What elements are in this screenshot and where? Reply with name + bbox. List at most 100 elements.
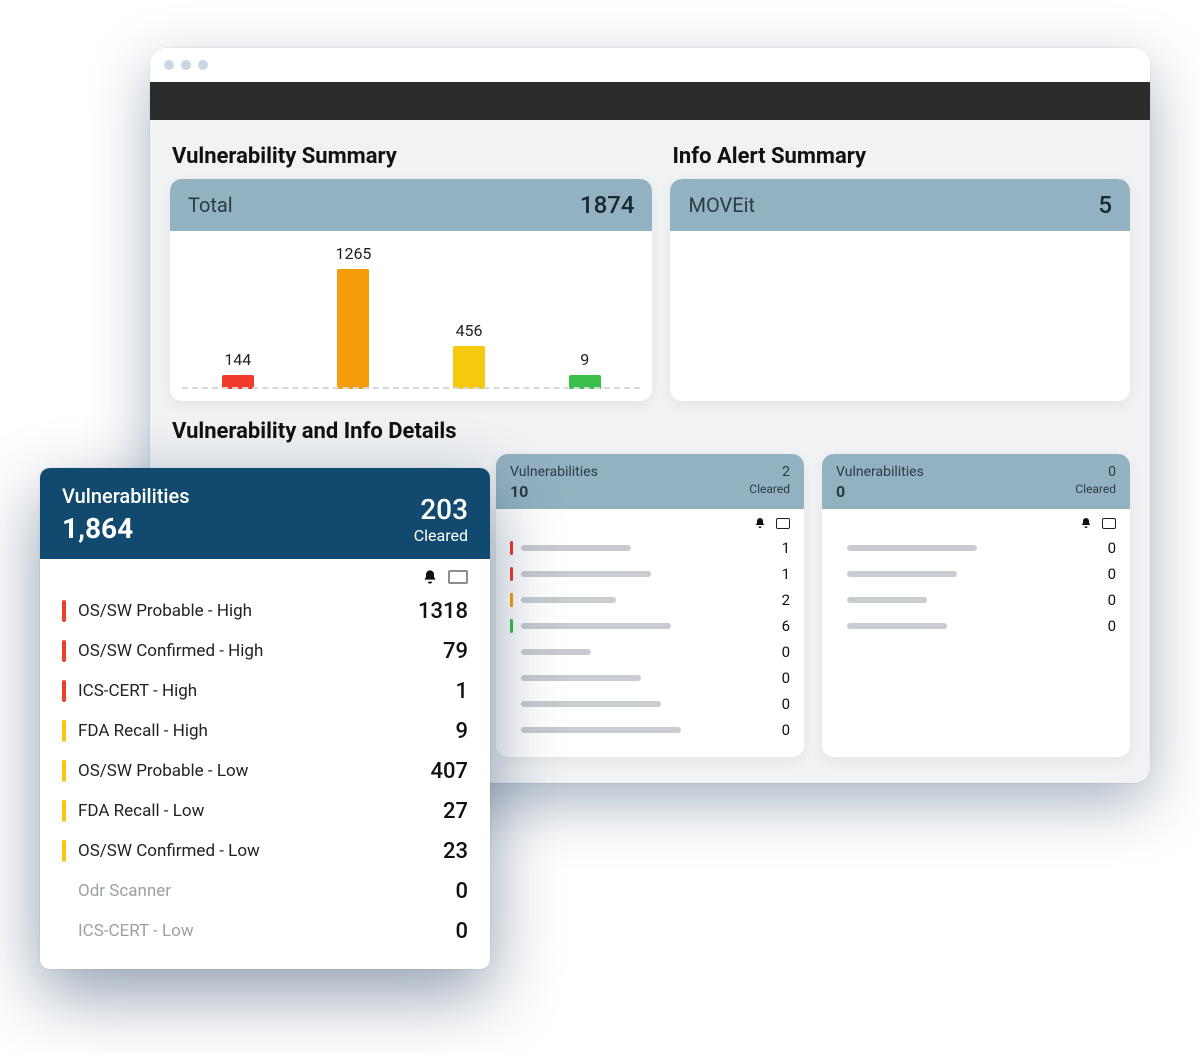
mini-row-value: 0: [782, 669, 790, 687]
vuln-row-value: 1318: [418, 599, 468, 624]
vuln-row-value: 27: [443, 799, 468, 824]
vuln-row-label: OS/SW Confirmed - High: [78, 641, 263, 661]
mini-cleared-label: Cleared: [1075, 482, 1116, 501]
mini-vuln-card: Vulnerabilities 0 0 Cleared 0 0 0 0: [822, 454, 1130, 757]
vuln-row[interactable]: FDA Recall - High 9: [62, 711, 468, 751]
vuln-row[interactable]: OS/SW Confirmed - High 79: [62, 631, 468, 671]
severity-tick: [62, 600, 66, 622]
info-alert-body: [670, 231, 1130, 401]
severity-tick: [62, 720, 66, 742]
vuln-row-label: OS/SW Confirmed - Low: [78, 841, 260, 861]
mini-cleared-label: Cleared: [749, 482, 790, 501]
severity-tick: [510, 567, 513, 581]
mini-row-value: 0: [1108, 539, 1116, 557]
window-dot: [198, 60, 208, 70]
severity-tick: [62, 840, 66, 862]
severity-tick: [62, 800, 66, 822]
mini-card-header: Vulnerabilities210Cleared: [496, 454, 804, 509]
skeleton-line: [521, 623, 671, 629]
chart-bar-label: 144: [224, 350, 251, 369]
vuln-summary-title: Vulnerability Summary: [172, 144, 652, 169]
bell-icon: [422, 569, 438, 585]
severity-tick: [510, 593, 513, 607]
bell-icon: [1080, 517, 1092, 529]
chart-bar-label: 9: [580, 350, 589, 369]
skeleton-line: [521, 649, 591, 655]
mini-row: 0: [510, 691, 790, 717]
mini-row: 0: [836, 561, 1116, 587]
vuln-row-label: Odr Scanner: [78, 881, 171, 901]
chart-bar: 9: [527, 243, 643, 401]
skeleton-line: [521, 675, 641, 681]
mini-card-icons: [510, 517, 790, 529]
chart-bar: 1265: [296, 243, 412, 401]
chart-bar-rect: [337, 269, 369, 389]
info-alert-header: MOVEit 5: [670, 179, 1130, 231]
mini-row-value: 1: [782, 565, 790, 583]
mini-card-icons: [836, 517, 1116, 529]
mini-row-value: 0: [1108, 591, 1116, 609]
severity-tick: [62, 760, 66, 782]
info-alert-header-value: 5: [1098, 191, 1112, 219]
skeleton-line: [521, 571, 651, 577]
vulnerabilities-card-header: Vulnerabilities 1,864 203 Cleared: [40, 468, 490, 559]
chart-bar: 456: [411, 243, 527, 401]
severity-tick: [62, 680, 66, 702]
mini-row-value: 1: [782, 539, 790, 557]
vuln-row-label: FDA Recall - Low: [78, 801, 204, 821]
skeleton-line: [847, 623, 947, 629]
monitor-icon: [776, 518, 790, 529]
vuln-row[interactable]: Odr Scanner 0: [62, 871, 468, 911]
vuln-row-label: OS/SW Probable - High: [78, 601, 252, 621]
info-alert-title: Info Alert Summary: [672, 144, 1130, 169]
vuln-row[interactable]: ICS-CERT - High 1: [62, 671, 468, 711]
chart-bar-label: 1265: [335, 244, 371, 263]
skeleton-line: [521, 597, 616, 603]
mini-row-value: 0: [1108, 617, 1116, 635]
vuln-row-value: 9: [455, 719, 468, 744]
vulnerabilities-title: Vulnerabilities: [62, 484, 190, 508]
vulnerabilities-card: Vulnerabilities 1,864 203 Cleared OS/SW …: [40, 468, 490, 969]
mini-row: 1: [510, 535, 790, 561]
severity-tick: [510, 619, 513, 633]
vuln-summary-card: Total 1874 14412654569: [170, 179, 652, 401]
mini-title: Vulnerabilities: [836, 464, 924, 480]
mini-row-value: 0: [782, 721, 790, 739]
vuln-row[interactable]: OS/SW Confirmed - Low23: [62, 831, 468, 871]
mini-row: 0: [836, 613, 1116, 639]
vuln-row-value: 0: [455, 879, 468, 904]
vuln-card-icons: [62, 569, 468, 585]
window-controls: [150, 48, 1150, 82]
mini-row-value: 0: [782, 643, 790, 661]
mini-vuln-card: Vulnerabilities210Cleared11260000: [496, 454, 804, 757]
vuln-row[interactable]: FDA Recall - Low 27: [62, 791, 468, 831]
mini-card-body: 0 0 0 0: [822, 509, 1130, 757]
vuln-row-value: 79: [443, 639, 468, 664]
mini-row-value: 0: [1108, 565, 1116, 583]
mini-card-header: Vulnerabilities00Cleared: [822, 454, 1130, 509]
info-alert-header-label: MOVEit: [688, 193, 755, 217]
mini-row: 2: [510, 587, 790, 613]
mini-row: 0: [510, 639, 790, 665]
monitor-icon: [1102, 518, 1116, 529]
vuln-row-value: 1: [455, 679, 468, 704]
vuln-row-value: 407: [430, 759, 468, 784]
mini-row: 6: [510, 613, 790, 639]
skeleton-line: [521, 545, 631, 551]
vuln-row-label: FDA Recall - High: [78, 721, 208, 741]
window-dot: [164, 60, 174, 70]
vulnerabilities-cleared-count: 203: [414, 493, 468, 526]
skeleton-line: [521, 701, 661, 707]
vuln-row-label: ICS-CERT - High: [78, 681, 197, 701]
vuln-row[interactable]: ICS-CERT - Low0: [62, 911, 468, 951]
mini-cleared-count: 2: [782, 464, 790, 480]
chart-bar: 144: [180, 243, 296, 401]
vuln-row[interactable]: OS/SW Probable - Low 407: [62, 751, 468, 791]
mini-row-value: 2: [782, 591, 790, 609]
vuln-summary-header-value: 1874: [580, 191, 635, 219]
mini-card-body: 11260000: [496, 509, 804, 757]
vuln-row-label: OS/SW Probable - Low: [78, 761, 248, 781]
vuln-row[interactable]: OS/SW Probable - High 1318: [62, 591, 468, 631]
mini-cleared-count: 0: [1108, 464, 1116, 480]
mini-count: 10: [510, 482, 528, 501]
